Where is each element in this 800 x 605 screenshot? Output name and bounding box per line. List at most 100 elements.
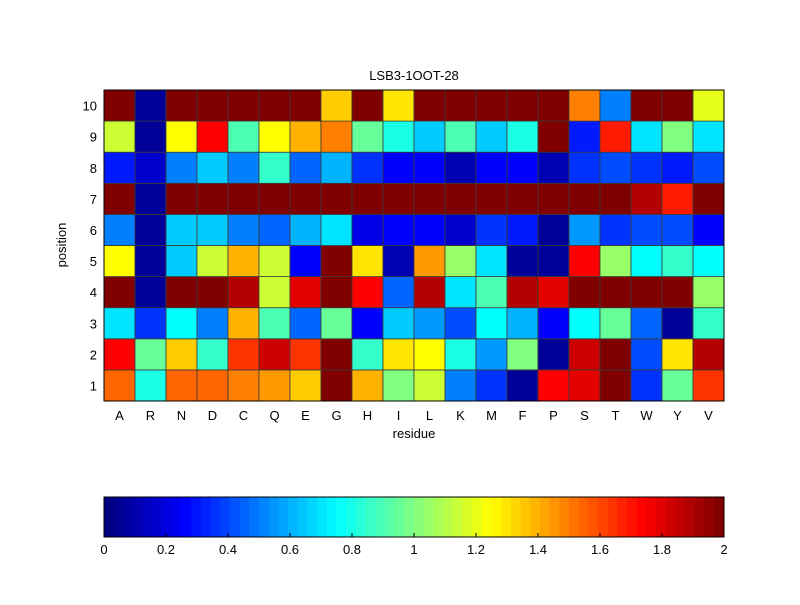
colorbar-tick-label: 0.4 <box>219 542 237 557</box>
heatmap-cell-W-9 <box>630 120 663 153</box>
heatmap-cell-P-3 <box>537 307 570 340</box>
heatmap-cell-D-5 <box>196 245 229 278</box>
heatmap-cell-P-4 <box>537 276 570 309</box>
heatmap-cell-D-8 <box>196 151 229 184</box>
heatmap-cell-Y-7 <box>661 182 694 215</box>
colorbar-step <box>210 497 221 537</box>
colorbar-step <box>462 497 473 537</box>
heatmap-cell-P-7 <box>537 182 570 215</box>
heatmap-cell-L-2 <box>413 338 446 371</box>
x-tick-label: Y <box>673 408 682 423</box>
heatmap-cell-K-2 <box>444 338 477 371</box>
colorbar-step <box>297 497 308 537</box>
heatmap-cell-I-4 <box>382 276 415 309</box>
heatmap-cell-C-2 <box>227 338 260 371</box>
heatmap-cell-Q-2 <box>258 338 291 371</box>
heatmap-cell-H-4 <box>351 276 384 309</box>
heatmap-cell-C-7 <box>227 182 260 215</box>
colorbar-step <box>598 497 609 537</box>
heatmap-cell-R-2 <box>134 338 167 371</box>
heatmap-cell-D-4 <box>196 276 229 309</box>
colorbar-step <box>569 497 580 537</box>
y-tick-label: 6 <box>90 223 97 238</box>
colorbar-step <box>627 497 638 537</box>
colorbar-step <box>336 497 347 537</box>
x-tick-label: T <box>612 408 620 423</box>
x-tick-label: G <box>331 408 341 423</box>
colorbar-step <box>259 497 270 537</box>
colorbar-tick-label: 1.4 <box>529 542 547 557</box>
heatmap-cell-W-2 <box>630 338 663 371</box>
heatmap-cell-K-5 <box>444 245 477 278</box>
y-tick-label: 5 <box>90 254 97 269</box>
heatmap-cell-A-10 <box>103 89 136 122</box>
heatmap-cell-L-6 <box>413 213 446 246</box>
colorbar-step <box>636 497 647 537</box>
heatmap-cell-V-8 <box>692 151 725 184</box>
heatmap-cell-T-2 <box>599 338 632 371</box>
heatmap-cell-A-5 <box>103 245 136 278</box>
colorbar-step <box>510 497 522 537</box>
heatmap-cell-H-2 <box>351 338 384 371</box>
x-tick-label: S <box>580 408 589 423</box>
colorbar-step <box>414 497 425 537</box>
colorbar-tick-label: 0.6 <box>281 542 299 557</box>
x-tick-label: H <box>363 408 372 423</box>
colorbar-step <box>181 497 192 537</box>
heatmap-cell-K-8 <box>444 151 477 184</box>
heatmap-cell-S-9 <box>568 120 601 153</box>
colorbar-step <box>443 497 454 537</box>
heatmap-cell-A-1 <box>103 369 136 402</box>
heatmap-cell-A-2 <box>103 338 136 371</box>
heatmap-cell-V-1 <box>692 369 725 402</box>
colorbar-step <box>384 497 396 537</box>
x-tick-label: N <box>177 408 186 423</box>
colorbar-step <box>607 497 618 537</box>
colorbar-step <box>239 497 250 537</box>
heatmap-cell-E-4 <box>289 276 322 309</box>
x-axis-label: residue <box>393 426 436 441</box>
heatmap-cell-N-7 <box>165 182 198 215</box>
colorbar-tick-label: 0.8 <box>343 542 361 557</box>
heatmap-cell-S-2 <box>568 338 601 371</box>
heatmap-cell-G-7 <box>320 182 353 215</box>
heatmap-cell-S-10 <box>568 89 601 122</box>
heatmap-cell-E-7 <box>289 182 322 215</box>
x-tick-label: I <box>397 408 401 423</box>
colorbar-step <box>694 497 706 537</box>
heatmap-cell-T-9 <box>599 120 632 153</box>
x-tick-label: A <box>115 408 124 423</box>
x-tick-label: K <box>456 408 465 423</box>
heatmap-cell-Q-10 <box>258 89 291 122</box>
heatmap-cell-V-7 <box>692 182 725 215</box>
heatmap-cell-V-9 <box>692 120 725 153</box>
heatmap-cells <box>103 89 725 402</box>
heatmap-cell-G-1 <box>320 369 353 402</box>
heatmap-cell-E-8 <box>289 151 322 184</box>
colorbar-step <box>220 497 231 537</box>
heatmap-cell-H-3 <box>351 307 384 340</box>
heatmap-cell-R-6 <box>134 213 167 246</box>
heatmap-cell-W-4 <box>630 276 663 309</box>
heatmap-cell-I-6 <box>382 213 415 246</box>
heatmap-cell-H-5 <box>351 245 384 278</box>
heatmap-cell-R-10 <box>134 89 167 122</box>
chart-title: LSB3-1OOT-28 <box>369 68 459 83</box>
colorbar-step <box>113 497 124 537</box>
heatmap-cell-P-5 <box>537 245 570 278</box>
heatmap-cell-D-9 <box>196 120 229 153</box>
heatmap-cell-T-7 <box>599 182 632 215</box>
heatmap-cell-A-9 <box>103 120 136 153</box>
heatmap-cell-H-9 <box>351 120 384 153</box>
heatmap-cell-W-7 <box>630 182 663 215</box>
colorbar-tick-label: 2 <box>720 542 727 557</box>
colorbar-step <box>365 497 376 537</box>
heatmap-cell-G-5 <box>320 245 353 278</box>
heatmap-cell-F-7 <box>506 182 539 215</box>
heatmap-cell-P-2 <box>537 338 570 371</box>
heatmap-cell-L-9 <box>413 120 446 153</box>
heatmap-cell-L-7 <box>413 182 446 215</box>
colorbar-step <box>530 497 541 537</box>
heatmap-cell-V-4 <box>692 276 725 309</box>
heatmap-cell-F-2 <box>506 338 539 371</box>
